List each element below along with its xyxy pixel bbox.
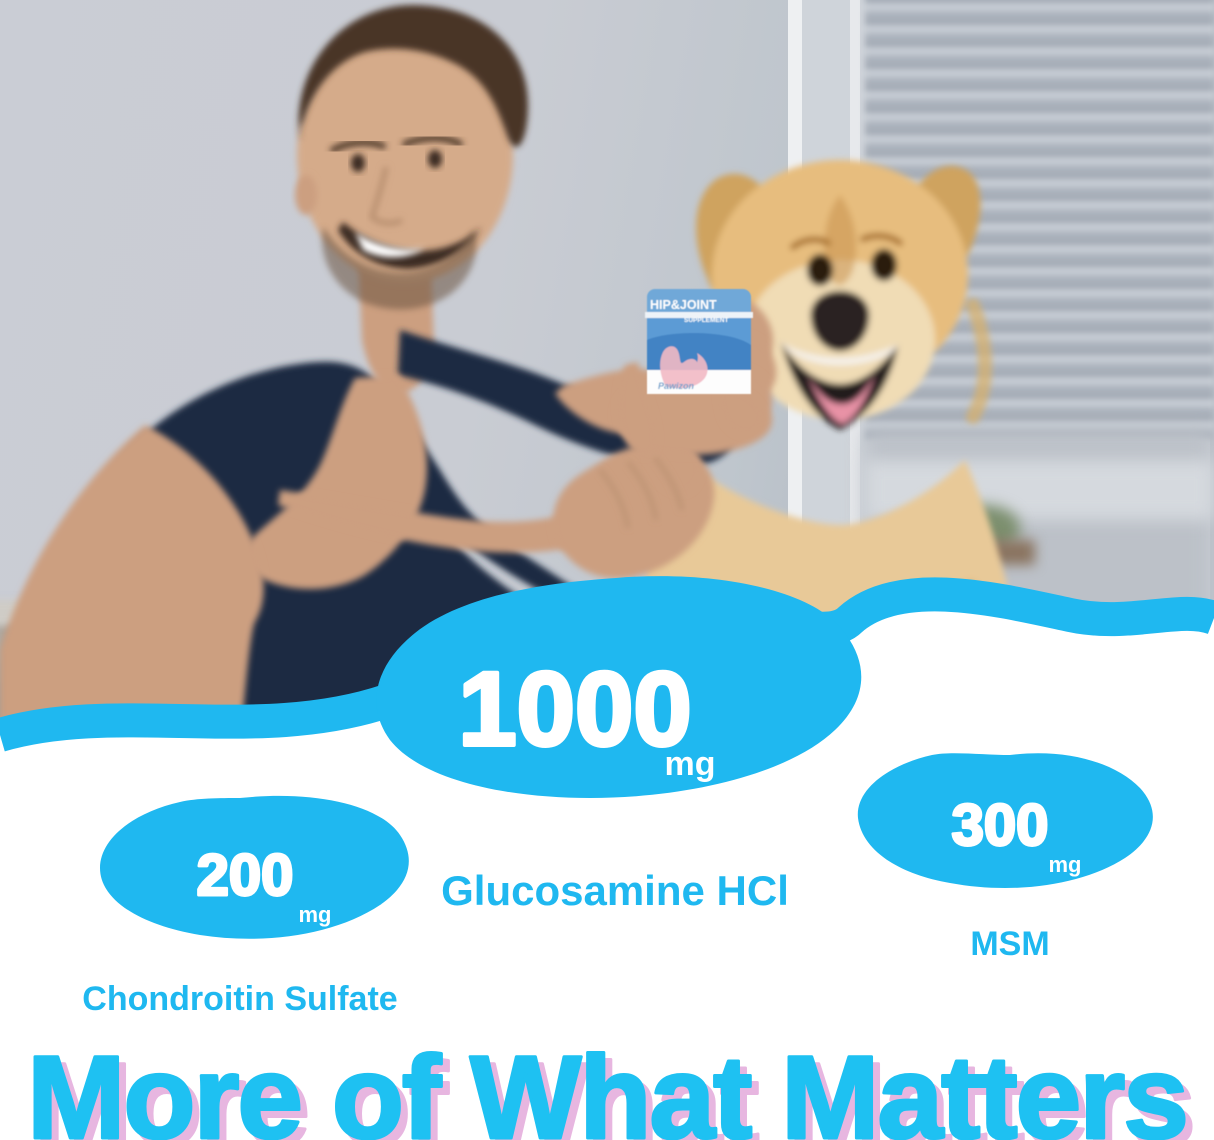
svg-text:300: 300 — [952, 793, 1049, 858]
svg-text:Chondroitin Sulfate: Chondroitin Sulfate — [82, 980, 397, 1018]
svg-text:1000: 1000 — [458, 651, 692, 768]
svg-text:Glucosamine HCl: Glucosamine HCl — [441, 867, 789, 914]
svg-text:200: 200 — [197, 843, 294, 908]
svg-text:MSM: MSM — [970, 925, 1049, 963]
svg-text:mg: mg — [665, 745, 716, 783]
svg-text:More of What Matters: More of What Matters — [27, 1032, 1187, 1140]
svg-text:mg: mg — [1049, 852, 1082, 877]
svg-text:mg: mg — [299, 902, 332, 927]
